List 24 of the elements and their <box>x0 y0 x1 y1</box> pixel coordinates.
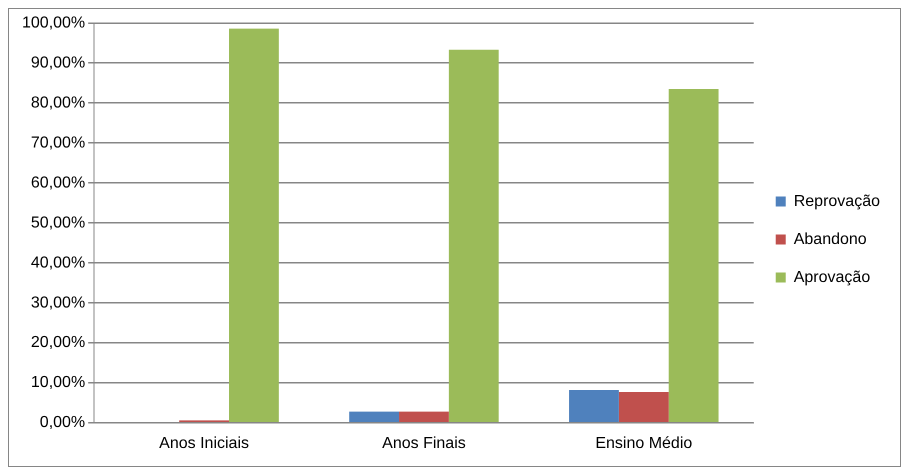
x-tick-label: Anos Finais <box>382 434 466 452</box>
y-tick-label: 10,00% <box>30 374 86 392</box>
y-tick-label: 20,00% <box>30 334 86 352</box>
y-tick-label: 70,00% <box>30 134 86 152</box>
x-tick-label: Ensino Médio <box>595 434 692 452</box>
x-tick-label: Anos Iniciais <box>159 434 250 452</box>
y-tick-label: 100,00% <box>22 14 86 32</box>
bar <box>399 412 449 422</box>
legend-label: Abandono <box>794 230 867 248</box>
legend-label: Reprovação <box>794 192 880 210</box>
bar <box>618 392 669 422</box>
bar <box>448 50 499 422</box>
y-tick-label: 50,00% <box>30 214 86 232</box>
bar <box>569 390 619 422</box>
bar <box>668 88 719 422</box>
bar <box>349 412 400 422</box>
legend-label: Aprovação <box>794 268 870 286</box>
y-tick-label: 80,00% <box>30 94 86 112</box>
y-tick-label: 30,00% <box>30 294 86 312</box>
y-tick-label: 90,00% <box>30 54 86 72</box>
y-tick-label: 60,00% <box>30 174 86 192</box>
bar <box>229 28 279 422</box>
y-tick-label: 40,00% <box>30 254 86 272</box>
y-tick-label: 0,00% <box>40 414 86 432</box>
